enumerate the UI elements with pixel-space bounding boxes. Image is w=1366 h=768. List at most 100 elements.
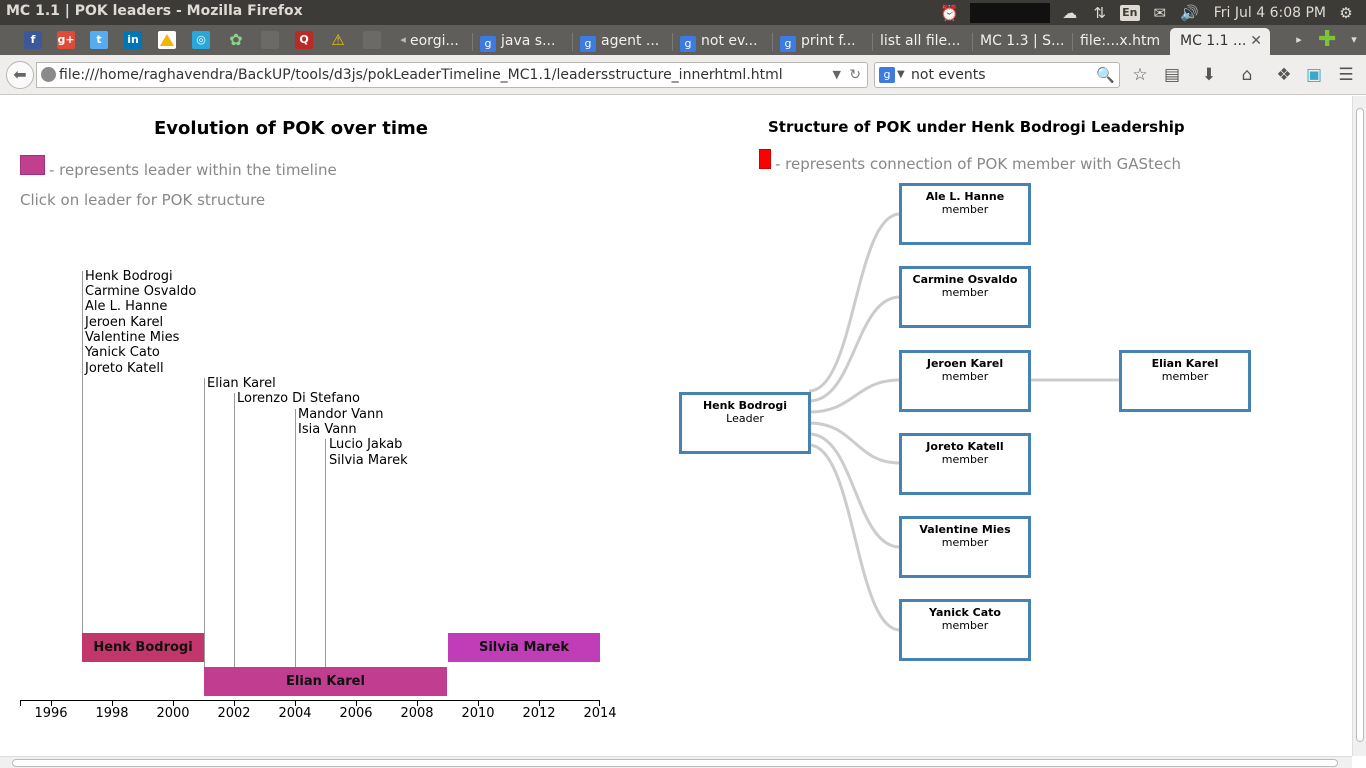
tab-0[interactable]: eorgi... xyxy=(410,33,459,49)
member-label: Yanick Cato xyxy=(85,345,160,360)
member-label: Isia Vann xyxy=(298,422,357,437)
leader-bar-henk-bodrogi[interactable]: Henk Bodrogi xyxy=(82,633,204,662)
app-icon[interactable]: ◎ xyxy=(192,31,210,49)
axis-tick-label: 2004 xyxy=(278,706,312,721)
cloud-icon[interactable]: ☁ xyxy=(1062,3,1078,22)
axis-tick-label: 2010 xyxy=(461,706,495,721)
shopping-bag-icon[interactable]: ▣ xyxy=(1305,65,1323,85)
navigation-bar: ⬅ file:///home/raghavendra/BackUP/tools/… xyxy=(0,55,1366,95)
member-label: Elian Karel xyxy=(207,376,276,391)
quora-icon[interactable]: Q xyxy=(295,31,313,49)
vertical-scroll-thumb[interactable] xyxy=(1356,108,1364,742)
bookmark-star-icon[interactable]: ☆ xyxy=(1132,65,1148,85)
timeline-title: Evolution of POK over time xyxy=(154,118,428,139)
leader-node[interactable]: Henk Bodrogi Leader xyxy=(679,392,811,454)
url-bar[interactable]: file:///home/raghavendra/BackUP/tools/d3… xyxy=(36,62,868,88)
join-line-2001 xyxy=(204,378,205,668)
axis-tick-label: 1998 xyxy=(95,706,129,721)
twitter-icon[interactable]: t xyxy=(90,31,108,49)
mail-icon[interactable]: ✉ xyxy=(1153,3,1167,22)
keyboard-language-indicator[interactable]: En xyxy=(1119,4,1140,21)
member-node[interactable]: Ale L. Hanne member xyxy=(899,183,1031,245)
home-icon[interactable]: ⌂ xyxy=(1241,65,1253,85)
search-icon[interactable]: 🔍 xyxy=(1096,66,1115,84)
horizontal-scrollbar[interactable] xyxy=(0,756,1352,768)
facebook-icon[interactable]: f xyxy=(24,31,42,49)
member-node[interactable]: Carmine Osvaldo member xyxy=(899,266,1031,328)
alarm-clock-icon[interactable]: ⏰ xyxy=(940,3,960,22)
link-leader-member xyxy=(808,443,901,632)
timeline-axis xyxy=(20,700,600,701)
member-node[interactable]: Jeroen Karel member xyxy=(899,350,1031,412)
clock[interactable]: Fri Jul 4 6:08 PM xyxy=(1213,4,1326,21)
globe-icon xyxy=(41,67,56,82)
system-monitor-graph[interactable] xyxy=(969,2,1050,23)
system-tray: ⏰ ☁ ⇅ En ✉ 🔊 Fri Jul 4 6:08 PM ⚙ xyxy=(940,0,1366,25)
member-label: Lucio Jakab xyxy=(329,437,403,452)
tab-5[interactable]: list all file... xyxy=(880,33,961,49)
network-arrows-icon[interactable]: ⇅ xyxy=(1093,3,1107,22)
tab-3[interactable]: g not ev... xyxy=(680,28,772,55)
menu-icon[interactable]: ☰ xyxy=(1338,65,1354,85)
url-dropdown-icon[interactable]: ▼ xyxy=(832,68,841,81)
member-label: Joreto Katell xyxy=(85,361,164,376)
axis-tick-label: 2000 xyxy=(156,706,190,721)
search-bar[interactable]: g ▼ not events 🔍 xyxy=(874,62,1120,88)
tab-7[interactable]: file:...x.htm xyxy=(1080,33,1161,49)
sub-member-node[interactable]: Elian Karel member xyxy=(1119,350,1251,412)
tab-scroll-right-icon[interactable]: ▸ xyxy=(1296,33,1302,46)
node-name: Valentine Mies xyxy=(919,523,1011,536)
blank-icon-2[interactable] xyxy=(363,31,381,49)
addon-icon[interactable]: ❖ xyxy=(1276,65,1292,85)
axis-tick-label: 2014 xyxy=(583,706,617,721)
settings-gear-icon[interactable]: ⚙ xyxy=(1339,3,1353,22)
close-tab-icon[interactable]: ✕ xyxy=(1250,33,1262,49)
join-line-2005 xyxy=(325,439,326,668)
member-label: Jeroen Karel xyxy=(85,315,164,330)
google-icon: g xyxy=(780,36,796,52)
tab-4[interactable]: g print f... xyxy=(780,28,872,55)
member-node[interactable]: Yanick Cato member xyxy=(899,599,1031,661)
axis-tick xyxy=(51,700,52,706)
puzzle-icon[interactable]: ✿ xyxy=(229,30,243,49)
structure-title: Structure of POK under Henk Bodrogi Lead… xyxy=(768,118,1185,136)
node-role: member xyxy=(1161,370,1209,383)
linkedin-icon[interactable]: in xyxy=(124,31,142,49)
horizontal-scroll-thumb[interactable] xyxy=(12,759,1338,767)
reload-icon[interactable]: ↻ xyxy=(849,67,861,83)
search-engine-dropdown-icon[interactable]: ▼ xyxy=(897,69,905,80)
tab-6[interactable]: MC 1.3 | S... xyxy=(980,33,1065,49)
warning-icon[interactable]: ⚠ xyxy=(331,31,345,49)
tab-8-active[interactable]: MC 1.1 ... ✕ xyxy=(1170,28,1270,55)
axis-tick-label: 1996 xyxy=(34,706,68,721)
link-leader-member xyxy=(808,421,901,465)
google-plus-icon[interactable]: g+ xyxy=(57,31,75,49)
tab-list-icon[interactable]: ▾ xyxy=(1351,33,1357,46)
google-search-engine-icon[interactable]: g xyxy=(879,67,895,83)
blank-icon[interactable] xyxy=(261,31,279,49)
back-button[interactable]: ⬅ xyxy=(6,61,34,89)
tab-2[interactable]: g agent ... xyxy=(580,28,672,55)
member-node[interactable]: Joreto Katell member xyxy=(899,433,1031,495)
axis-tick-label: 2002 xyxy=(217,706,251,721)
member-node[interactable]: Valentine Mies member xyxy=(899,516,1031,578)
leader-bar-silvia-marek[interactable]: Silvia Marek xyxy=(448,633,600,662)
vertical-scrollbar[interactable] xyxy=(1352,96,1366,756)
axis-tick xyxy=(112,700,113,706)
new-tab-icon[interactable]: ✚ xyxy=(1318,27,1337,52)
member-label: Lorenzo Di Stefano xyxy=(237,391,361,406)
tab-scroll-left-icon[interactable]: ◂ xyxy=(400,33,406,46)
volume-icon[interactable]: 🔊 xyxy=(1180,3,1200,22)
axis-tick xyxy=(295,700,296,706)
axis-tick xyxy=(478,700,479,706)
google-drive-icon[interactable] xyxy=(158,31,176,49)
leader-bar-elian-karel[interactable]: Elian Karel xyxy=(204,667,447,696)
google-icon: g xyxy=(680,36,696,52)
tab-strip: f g+ t in ◎ ✿ Q ⚠ ◂ eorgi... g java s... … xyxy=(0,25,1366,55)
leader-legend-text: - represents leader within the timeline xyxy=(49,161,337,179)
tab-1[interactable]: g java s... xyxy=(480,28,572,55)
reading-list-icon[interactable]: ▤ xyxy=(1163,65,1181,85)
downloads-icon[interactable]: ⬇ xyxy=(1201,65,1217,85)
node-name: Henk Bodrogi xyxy=(702,399,788,412)
google-icon: g xyxy=(480,36,496,52)
